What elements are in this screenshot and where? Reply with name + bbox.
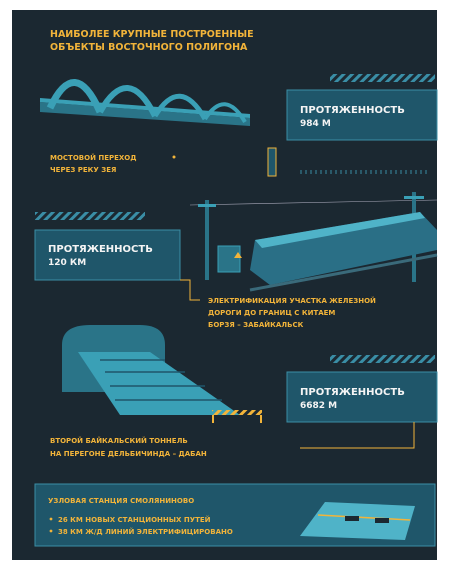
stat-box: [286, 89, 438, 141]
train-illustration: [189, 192, 438, 292]
stat-label: ПРОТЯЖЕННОСТЬ: [300, 387, 405, 398]
stat-label: ПРОТЯЖЕННОСТЬ: [48, 244, 153, 255]
caption: НА ПЕРЕГОНЕ ДЕЛЬБИЧИНДА – ДАБАН: [50, 450, 207, 458]
caption: ВТОРОЙ БАЙКАЛЬСКИЙ ТОННЕЛЬ: [50, 436, 188, 445]
hatch-strip: [330, 355, 435, 363]
stat-value: 120 КМ: [48, 258, 86, 268]
stat-box: [286, 371, 438, 423]
station-illustration: [300, 502, 415, 540]
tunnel-illustration: [62, 325, 262, 423]
bridge-illustration: [40, 79, 430, 177]
caption: БОРЗЯ – ЗАБАЙКАЛЬСК: [208, 320, 304, 329]
caption: ЧЕРЕЗ РЕКУ ЗЕЯ: [50, 166, 116, 174]
connector: [180, 279, 200, 301]
caption: ЭЛЕКТРИФИКАЦИЯ УЧАСТКА ЖЕЛЕЗНОЙ: [208, 296, 376, 305]
connector: [300, 422, 415, 449]
stat-box: [34, 229, 181, 281]
station-item: 26 КМ НОВЫХ СТАНЦИОННЫХ ПУТЕЙ: [58, 515, 211, 524]
stat-label: ПРОТЯЖЕННОСТЬ: [300, 105, 405, 116]
stat-value: 984 М: [300, 119, 331, 129]
caption: МОСТОВОЙ ПЕРЕХОД: [50, 153, 137, 162]
station-title: УЗЛОВАЯ СТАНЦИЯ СМОЛЯНИНОВО: [48, 497, 194, 505]
title-line: НАИБОЛЕЕ КРУПНЫЕ ПОСТРОЕННЫЕ: [50, 29, 254, 40]
caption: ДОРОГИ ДО ГРАНИЦ С КИТАЕМ: [208, 309, 335, 317]
hatch-strip: [330, 74, 435, 82]
station-item: 38 КМ Ж/Д ЛИНИЙ ЭЛЕКТРИФИЦИРОВАНО: [58, 527, 233, 536]
title-line: ОБЪЕКТЫ ВОСТОЧНОГО ПОЛИГОНА: [50, 42, 248, 53]
stat-value: 6682 М: [300, 401, 337, 411]
hatch-strip: [35, 212, 145, 220]
